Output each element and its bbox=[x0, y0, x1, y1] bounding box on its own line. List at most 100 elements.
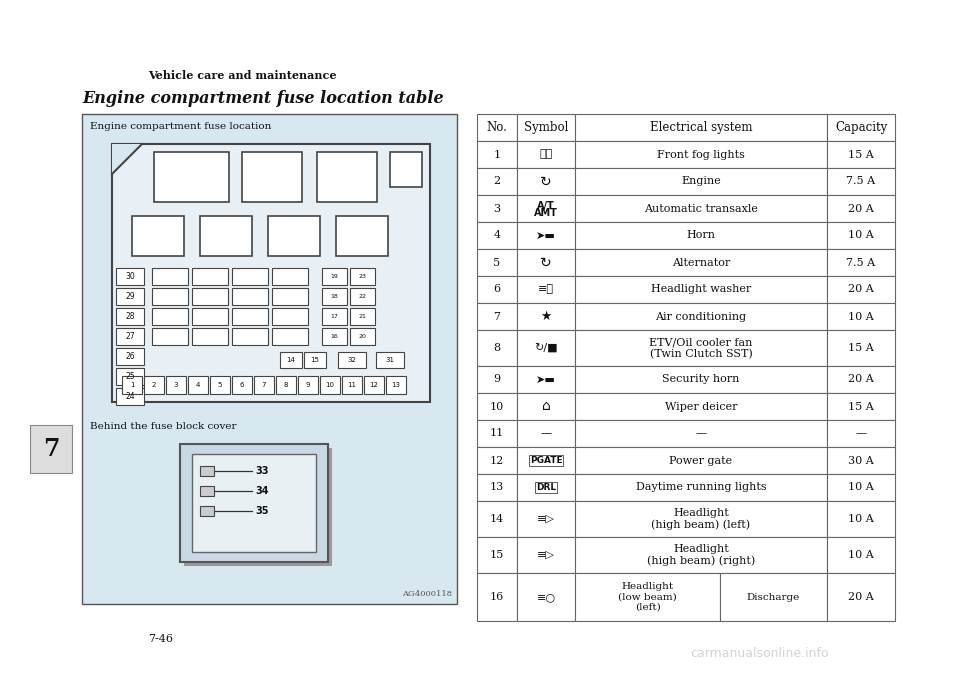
Text: Symbol: Symbol bbox=[524, 121, 568, 134]
Bar bbox=[272, 328, 308, 345]
Text: Horn: Horn bbox=[686, 231, 715, 241]
Text: ≡ⓞ: ≡ⓞ bbox=[538, 285, 554, 294]
Bar bbox=[477, 447, 517, 474]
Bar bbox=[192, 288, 228, 305]
Bar bbox=[517, 474, 575, 501]
Text: 10 A: 10 A bbox=[848, 231, 874, 241]
Text: 13: 13 bbox=[490, 483, 504, 492]
Text: 7-46: 7-46 bbox=[148, 634, 173, 644]
Text: ≡▷: ≡▷ bbox=[537, 514, 555, 524]
Bar bbox=[827, 168, 895, 195]
Bar bbox=[116, 268, 144, 285]
Text: 16: 16 bbox=[490, 592, 504, 602]
Bar bbox=[338, 352, 366, 368]
Bar bbox=[827, 303, 895, 330]
Bar bbox=[827, 114, 895, 141]
Bar bbox=[517, 366, 575, 393]
Bar bbox=[154, 152, 229, 202]
Text: 11: 11 bbox=[490, 428, 504, 439]
Text: 6: 6 bbox=[240, 382, 244, 388]
Bar bbox=[827, 474, 895, 501]
Bar bbox=[477, 141, 517, 168]
Text: Engine: Engine bbox=[682, 176, 721, 186]
Text: Engine compartment fuse location table: Engine compartment fuse location table bbox=[82, 90, 444, 107]
Text: 4: 4 bbox=[196, 382, 201, 388]
Text: 34: 34 bbox=[255, 486, 269, 496]
Bar bbox=[232, 288, 268, 305]
Bar bbox=[517, 537, 575, 573]
Bar bbox=[720, 573, 827, 621]
Bar bbox=[116, 348, 144, 365]
Bar bbox=[232, 308, 268, 325]
Bar bbox=[575, 195, 827, 222]
Text: 3: 3 bbox=[493, 203, 500, 214]
Bar bbox=[192, 454, 316, 552]
Bar bbox=[477, 249, 517, 276]
Bar bbox=[575, 537, 827, 573]
Text: 9: 9 bbox=[493, 374, 500, 384]
Bar bbox=[116, 328, 144, 345]
Bar bbox=[517, 114, 575, 141]
Text: 15: 15 bbox=[311, 357, 320, 363]
Text: 27: 27 bbox=[125, 332, 134, 341]
Bar bbox=[575, 249, 827, 276]
Text: 13: 13 bbox=[392, 382, 400, 388]
Bar bbox=[517, 393, 575, 420]
Bar bbox=[575, 573, 720, 621]
Bar bbox=[477, 420, 517, 447]
Bar bbox=[477, 366, 517, 393]
Text: ⌂: ⌂ bbox=[541, 399, 550, 414]
Bar bbox=[192, 328, 228, 345]
Text: Headlight
(low beam)
(left): Headlight (low beam) (left) bbox=[618, 582, 677, 612]
Text: 14: 14 bbox=[287, 357, 296, 363]
Bar bbox=[827, 537, 895, 573]
Bar bbox=[192, 268, 228, 285]
Bar bbox=[336, 216, 388, 256]
Bar bbox=[272, 288, 308, 305]
Bar bbox=[517, 420, 575, 447]
Bar bbox=[477, 330, 517, 366]
Bar bbox=[827, 141, 895, 168]
Bar bbox=[184, 448, 332, 566]
Text: 2: 2 bbox=[152, 382, 156, 388]
Bar bbox=[386, 376, 406, 394]
Bar bbox=[376, 352, 404, 368]
Text: 6: 6 bbox=[493, 285, 500, 294]
Bar bbox=[477, 573, 517, 621]
Bar bbox=[112, 144, 430, 402]
Text: 8: 8 bbox=[284, 382, 288, 388]
Bar bbox=[477, 276, 517, 303]
Bar bbox=[517, 222, 575, 249]
Text: 10 A: 10 A bbox=[848, 514, 874, 524]
Bar bbox=[517, 501, 575, 537]
Bar bbox=[272, 268, 308, 285]
Text: —: — bbox=[540, 428, 552, 439]
Bar bbox=[517, 303, 575, 330]
Text: 10 A: 10 A bbox=[848, 550, 874, 560]
Bar bbox=[144, 376, 164, 394]
Text: 7: 7 bbox=[262, 382, 266, 388]
Text: 3: 3 bbox=[174, 382, 179, 388]
Bar bbox=[320, 376, 340, 394]
Polygon shape bbox=[112, 144, 142, 174]
Text: 21: 21 bbox=[359, 314, 367, 319]
Bar bbox=[116, 388, 144, 405]
Bar bbox=[350, 308, 375, 325]
Text: Wiper deicer: Wiper deicer bbox=[664, 401, 737, 412]
Text: AMT: AMT bbox=[534, 209, 558, 218]
Bar bbox=[322, 288, 347, 305]
Text: ★: ★ bbox=[540, 310, 552, 323]
Text: Front fog lights: Front fog lights bbox=[657, 150, 745, 159]
Bar bbox=[317, 152, 377, 202]
Bar bbox=[827, 447, 895, 474]
Text: Daytime running lights: Daytime running lights bbox=[636, 483, 766, 492]
Bar bbox=[390, 152, 422, 187]
Text: ⫝ⓞ: ⫝ⓞ bbox=[540, 150, 553, 159]
Text: 10 A: 10 A bbox=[848, 311, 874, 321]
Text: ↻: ↻ bbox=[540, 256, 552, 269]
Text: ≡○: ≡○ bbox=[537, 592, 556, 602]
Bar bbox=[517, 276, 575, 303]
Bar bbox=[575, 420, 827, 447]
Text: 7: 7 bbox=[493, 311, 500, 321]
Bar bbox=[827, 420, 895, 447]
